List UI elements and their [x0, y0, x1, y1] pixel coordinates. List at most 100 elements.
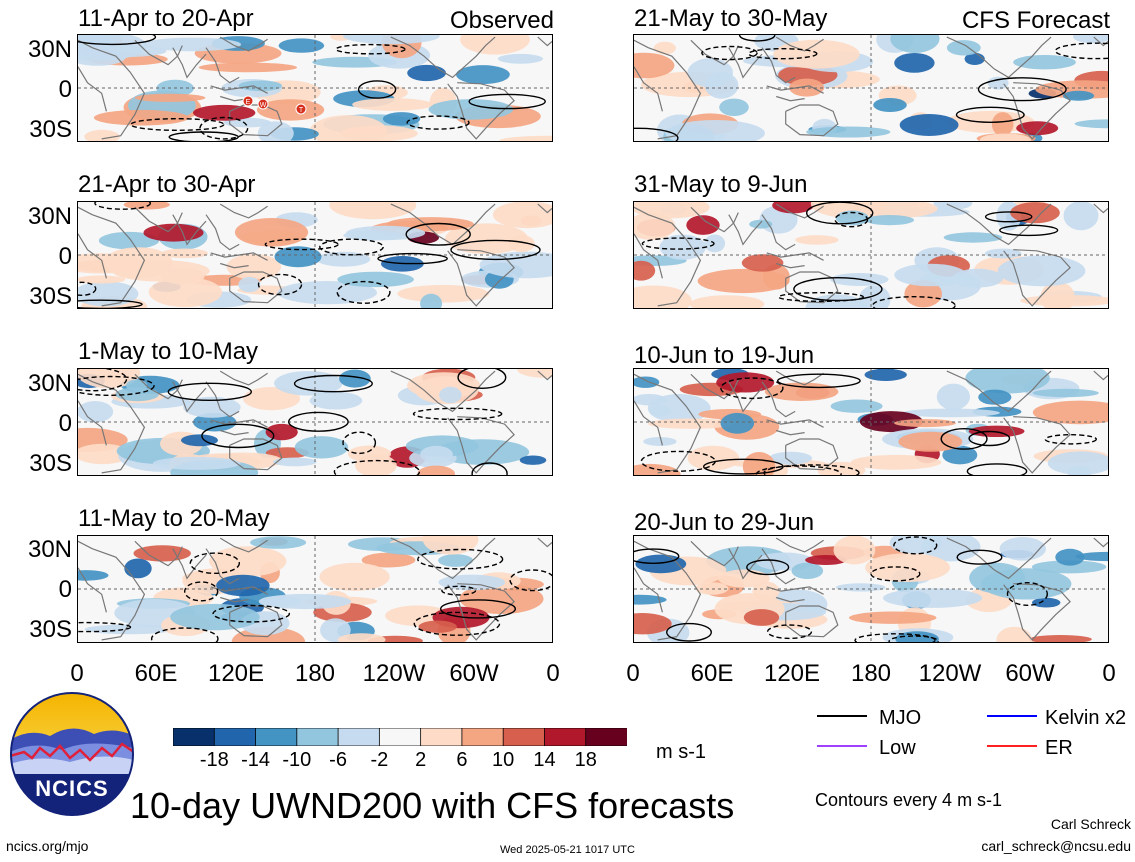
- mjo-contour: [377, 252, 448, 265]
- coastline: [785, 438, 839, 471]
- colorbar-units: m s-1: [656, 741, 706, 763]
- mjo-contour: [168, 131, 239, 141]
- anomaly-region: [768, 451, 813, 465]
- legend-low-label: Low: [879, 737, 916, 759]
- mjo-contour: [509, 569, 552, 592]
- footer-url: ncics.org/mjo: [6, 838, 89, 854]
- anomaly-map: [78, 202, 552, 308]
- anomaly-region: [643, 437, 677, 446]
- mjo-contour: [78, 621, 132, 633]
- lat-label: 30S: [29, 616, 72, 643]
- anomaly-region: [479, 251, 552, 279]
- coastline: [172, 548, 207, 580]
- anomaly-region: [193, 412, 237, 432]
- coastline: [447, 583, 515, 641]
- anomaly-region: [382, 112, 421, 126]
- anomaly-region: [152, 456, 241, 470]
- anomaly-region: [634, 613, 672, 635]
- colorbar-swatch: [420, 727, 463, 747]
- lat-label: 30S: [29, 450, 72, 477]
- coastline: [78, 400, 107, 446]
- anomaly-region: [148, 277, 223, 308]
- anomaly-region: [337, 271, 414, 288]
- coastline: [447, 416, 515, 474]
- anomaly-region: [741, 254, 784, 272]
- anomaly-region: [1073, 35, 1108, 44]
- coastline: [172, 214, 207, 246]
- coastline: [761, 548, 796, 585]
- coastline: [634, 567, 663, 613]
- anomaly-region: [943, 232, 1003, 243]
- anomaly-region: [689, 295, 765, 308]
- anomaly-region: [337, 633, 386, 642]
- anomaly-region: [752, 581, 780, 601]
- coastline: [220, 262, 249, 269]
- mjo-contour: [746, 559, 790, 576]
- legend-kelvin-label: Kelvin x2: [1045, 707, 1127, 729]
- anomaly-region: [445, 223, 528, 254]
- coastline: [761, 47, 796, 84]
- mjo-contour: [201, 423, 275, 449]
- anomaly-region: [223, 117, 271, 128]
- anomaly-region: [209, 546, 287, 577]
- lon-label: 0: [546, 660, 560, 687]
- anomaly-region: [978, 389, 1012, 405]
- anomaly-region: [420, 445, 453, 464]
- anomaly-region: [161, 248, 208, 259]
- coastline: [205, 47, 240, 84]
- mjo-contour: [319, 238, 384, 256]
- mjo-contour: [968, 430, 1011, 447]
- mjo-contour: [940, 428, 988, 450]
- colorbar-swatch: [213, 727, 257, 747]
- coastline: [78, 39, 146, 140]
- colorbar-swatch: [502, 727, 546, 747]
- coastline: [776, 429, 805, 436]
- anomaly-region: [1063, 202, 1099, 231]
- coastline: [219, 370, 268, 386]
- legend-mjo-label: MJO: [879, 707, 922, 729]
- anomaly-region: [634, 212, 676, 240]
- anomaly-region: [810, 202, 887, 218]
- anomaly-region: [890, 35, 940, 53]
- footer-timestamp: Wed 2025-05-21 1017 UTC: [500, 844, 635, 856]
- colorbar-swatch: [544, 727, 587, 747]
- anomaly-region: [686, 215, 720, 235]
- coastline: [537, 370, 552, 381]
- legend-er-label: ER: [1045, 737, 1073, 759]
- anomaly-region: [309, 391, 363, 410]
- coastline: [219, 203, 268, 219]
- mjo-contour: [666, 622, 712, 642]
- mjo-contour: [738, 35, 776, 42]
- coastline: [219, 36, 268, 52]
- lon-label: 60E: [134, 660, 178, 687]
- mjo-contour: [94, 202, 151, 210]
- coastline: [761, 214, 796, 251]
- mjo-contour: [793, 276, 883, 302]
- mjo-contour: [777, 291, 864, 302]
- storm-marker: T: [295, 103, 307, 115]
- lon-label: 60W: [449, 660, 499, 687]
- anomaly-region: [979, 133, 1031, 141]
- lon-label: 0: [1102, 660, 1116, 687]
- mjo-contour: [956, 549, 1003, 565]
- coastline: [78, 567, 107, 613]
- coastline: [634, 400, 663, 446]
- coastline: [775, 203, 824, 219]
- legend-kelvin-line: [987, 715, 1037, 717]
- mjo-contour: [776, 373, 861, 389]
- anomaly-map: E W T: [78, 35, 552, 141]
- coastline: [390, 203, 496, 246]
- main-title: 10-day UWND200 with CFS forecasts: [130, 785, 735, 826]
- lon-label: 180: [294, 660, 336, 687]
- lat-label: 0: [58, 576, 72, 603]
- mjo-contour: [406, 115, 470, 130]
- anomaly-region: [439, 386, 462, 404]
- coastline: [134, 39, 183, 66]
- anomaly-region: [193, 104, 256, 121]
- observed-label: Observed: [449, 7, 554, 34]
- mjo-contour: [755, 465, 842, 475]
- mjo-contour: [893, 536, 938, 555]
- cfs-forecast-label: CFS Forecast: [961, 7, 1110, 34]
- coastline: [220, 596, 249, 603]
- anomaly-region: [258, 595, 301, 608]
